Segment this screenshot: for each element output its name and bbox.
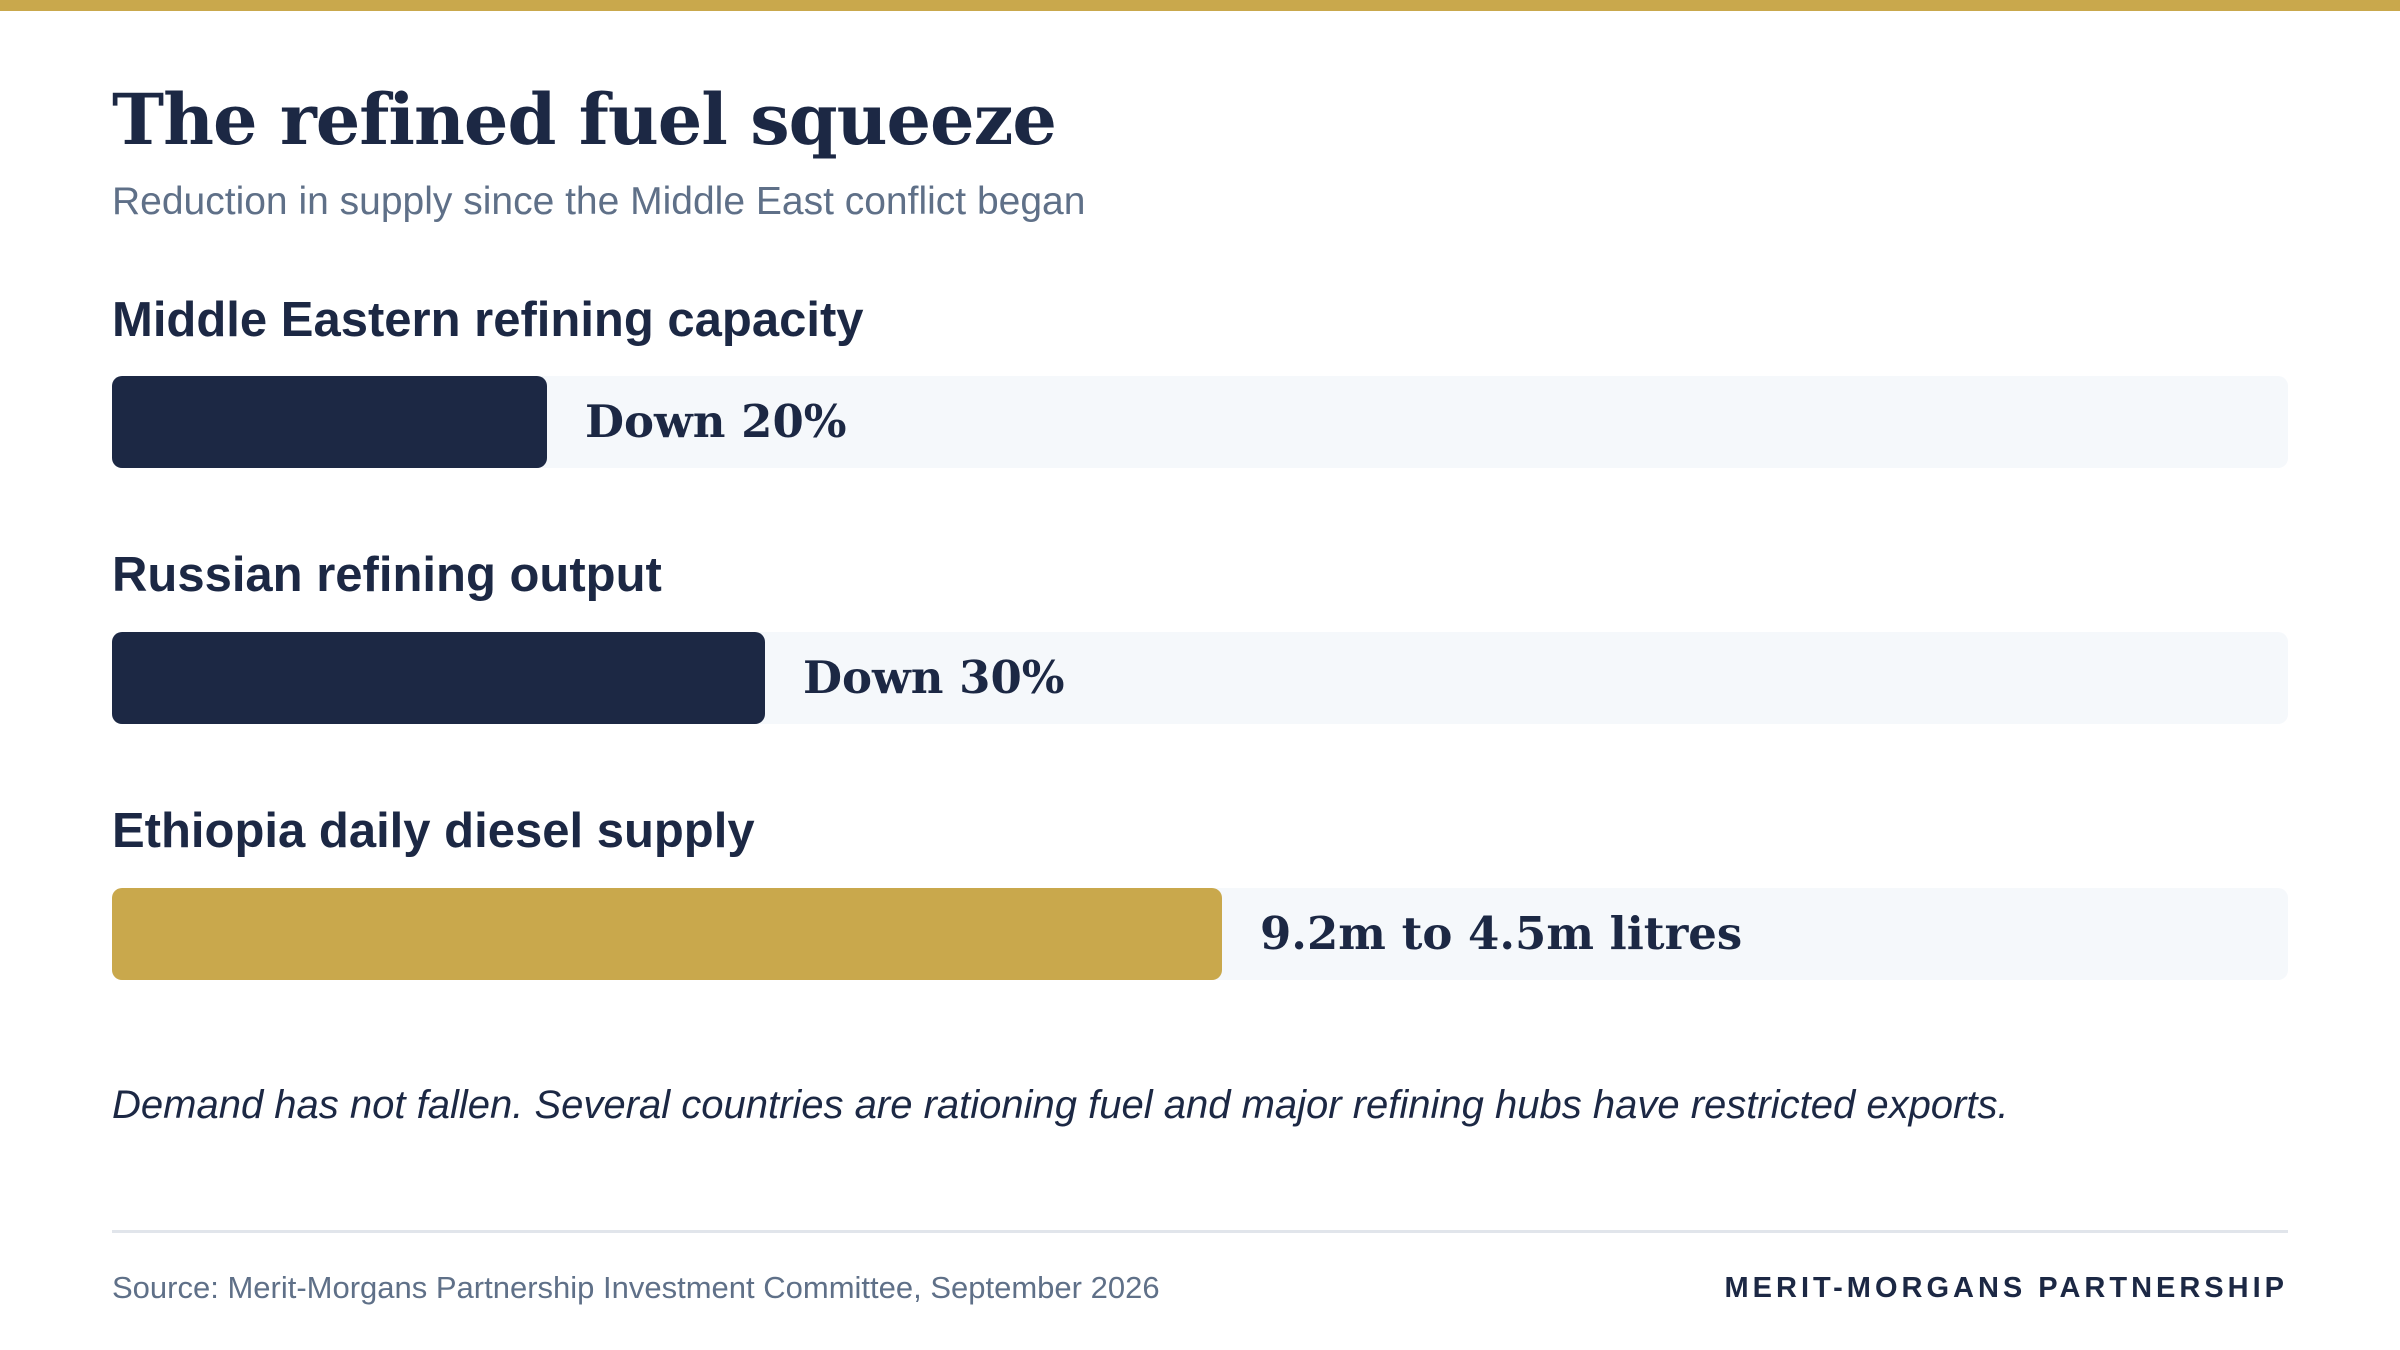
bar — [112, 632, 765, 724]
footer-divider — [112, 1230, 2288, 1233]
bar-value-label: 9.2m to 4.5m litres — [1260, 907, 1743, 960]
bar-value-label: Down 30% — [803, 651, 1065, 704]
bar — [112, 376, 547, 468]
top-accent-rule — [0, 0, 2400, 11]
bar-track: Down 20% — [112, 376, 2288, 468]
brand-wordmark: MERIT-MORGANS PARTNERSHIP — [1724, 1272, 2288, 1304]
bar-category-label: Middle Eastern refining capacity — [112, 293, 864, 347]
bar-track: 9.2m to 4.5m litres — [112, 888, 2288, 980]
chart-subtitle: Reduction in supply since the Middle Eas… — [112, 180, 1086, 223]
chart-note: Demand has not fallen. Several countries… — [112, 1083, 2009, 1127]
source-line: Source: Merit-Morgans Partnership Invest… — [112, 1270, 1160, 1305]
bar-category-label: Ethiopia daily diesel supply — [112, 804, 755, 858]
bar-category-label: Russian refining output — [112, 548, 662, 602]
chart-title: The refined fuel squeeze — [112, 78, 1057, 161]
bar — [112, 888, 1222, 980]
bar-track: Down 30% — [112, 632, 2288, 724]
bar-value-label: Down 20% — [585, 395, 847, 448]
